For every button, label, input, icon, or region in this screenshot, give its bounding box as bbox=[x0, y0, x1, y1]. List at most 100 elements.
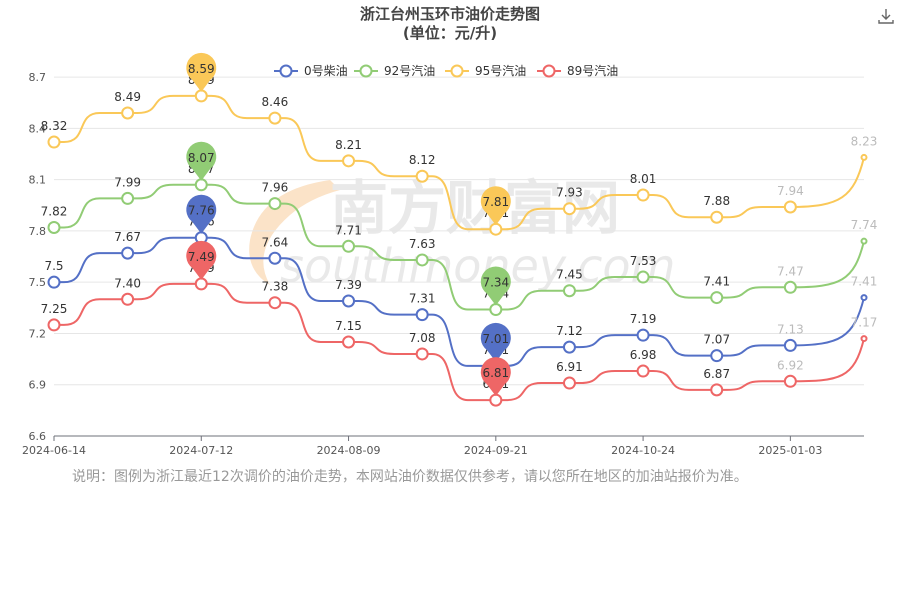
data-point[interactable] bbox=[783, 200, 797, 214]
data-label: 6.92 bbox=[777, 358, 804, 372]
data-point[interactable] bbox=[710, 291, 724, 305]
watermark: 南方财富网 southmoney.com bbox=[249, 174, 675, 293]
data-point[interactable] bbox=[47, 135, 61, 149]
y-tick-label: 6.9 bbox=[29, 379, 47, 392]
y-tick-label: 8.4 bbox=[29, 122, 47, 135]
legend-item-0[interactable]: 0号柴油 bbox=[274, 64, 348, 78]
data-point[interactable] bbox=[194, 178, 208, 192]
data-point[interactable] bbox=[415, 347, 429, 361]
x-tick-label: 2024-08-09 bbox=[317, 444, 381, 457]
data-label: 7.39 bbox=[335, 278, 362, 292]
data-label: 7.82 bbox=[41, 204, 68, 218]
legend-label: 89号汽油 bbox=[567, 63, 618, 78]
data-point[interactable] bbox=[860, 294, 868, 302]
pin-min-1: 7.34 bbox=[480, 266, 511, 306]
data-point[interactable] bbox=[342, 335, 356, 349]
data-point[interactable] bbox=[121, 191, 135, 205]
data-label: 7.40 bbox=[114, 276, 141, 290]
pin-max-3: 7.49 bbox=[186, 240, 217, 280]
data-point[interactable] bbox=[415, 308, 429, 322]
data-point[interactable] bbox=[121, 106, 135, 120]
data-point[interactable] bbox=[47, 275, 61, 289]
download-icon[interactable] bbox=[876, 6, 896, 26]
data-point[interactable] bbox=[47, 318, 61, 332]
data-point[interactable] bbox=[783, 280, 797, 294]
data-point[interactable] bbox=[636, 364, 650, 378]
legend[interactable]: 0号柴油 92号汽油 95号汽油 89号汽油 bbox=[274, 63, 618, 78]
data-label: 7.41 bbox=[851, 275, 878, 289]
x-tick-label: 2025-01-03 bbox=[758, 444, 822, 457]
data-label: 7.13 bbox=[777, 322, 804, 336]
data-point[interactable] bbox=[562, 202, 576, 216]
data-label: 7.88 bbox=[703, 194, 730, 208]
y-tick-label: 6.6 bbox=[29, 430, 47, 443]
data-point[interactable] bbox=[860, 237, 868, 245]
data-label: 7.47 bbox=[777, 264, 804, 278]
data-point[interactable] bbox=[121, 246, 135, 260]
extreme-pins: 7.76 7.01 8.07 7.34 8.59 7.81 7.49 6.81 bbox=[186, 52, 511, 397]
legend-label: 0号柴油 bbox=[304, 64, 348, 78]
data-point[interactable] bbox=[342, 239, 356, 253]
pin-label: 7.49 bbox=[188, 250, 215, 264]
data-point[interactable] bbox=[268, 296, 282, 310]
data-point[interactable] bbox=[489, 393, 503, 407]
data-labels: 7.5 7.67 7.76 7.64 7.39 7.31 7.01 7.12 7.19 7.07 7… bbox=[41, 73, 878, 391]
data-label: 7.93 bbox=[556, 186, 583, 200]
data-label: 8.12 bbox=[409, 153, 436, 167]
chart-title: 浙江台州玉环市油价走势图 bbox=[360, 5, 540, 23]
pin-min-3: 6.81 bbox=[480, 357, 511, 397]
data-label: 7.07 bbox=[703, 333, 730, 347]
legend-item-3[interactable]: 89号汽油 bbox=[537, 63, 618, 78]
data-label: 6.87 bbox=[703, 367, 730, 381]
data-point[interactable] bbox=[268, 197, 282, 211]
legend-item-1[interactable]: 92号汽油 bbox=[354, 63, 435, 78]
data-point[interactable] bbox=[562, 376, 576, 390]
data-point[interactable] bbox=[194, 277, 208, 291]
data-point[interactable] bbox=[636, 328, 650, 342]
data-point[interactable] bbox=[415, 253, 429, 267]
data-point[interactable] bbox=[194, 89, 208, 103]
data-point[interactable] bbox=[562, 284, 576, 298]
data-point[interactable] bbox=[121, 292, 135, 306]
data-label: 7.94 bbox=[777, 184, 804, 198]
y-tick-label: 8.7 bbox=[29, 71, 47, 84]
data-label: 7.31 bbox=[409, 292, 436, 306]
data-point[interactable] bbox=[860, 153, 868, 161]
data-point[interactable] bbox=[342, 154, 356, 168]
data-point[interactable] bbox=[562, 340, 576, 354]
data-point[interactable] bbox=[47, 220, 61, 234]
data-point[interactable] bbox=[710, 210, 724, 224]
data-point[interactable] bbox=[489, 303, 503, 317]
data-label: 7.96 bbox=[262, 181, 289, 195]
data-label: 8.49 bbox=[114, 90, 141, 104]
data-label: 7.17 bbox=[851, 316, 878, 330]
x-tick-label: 2024-09-21 bbox=[464, 444, 528, 457]
pin-label: 7.81 bbox=[482, 195, 509, 209]
pin-label: 7.76 bbox=[188, 204, 215, 218]
data-point[interactable] bbox=[710, 349, 724, 363]
data-point[interactable] bbox=[415, 169, 429, 183]
x-tick-label: 2024-06-14 bbox=[22, 444, 86, 457]
data-label: 8.46 bbox=[262, 95, 289, 109]
data-label: 7.19 bbox=[630, 312, 657, 326]
data-point[interactable] bbox=[783, 338, 797, 352]
data-point[interactable] bbox=[710, 383, 724, 397]
y-tick-label: 7.5 bbox=[29, 276, 47, 289]
data-point[interactable] bbox=[636, 188, 650, 202]
data-label: 7.38 bbox=[262, 280, 289, 294]
data-point[interactable] bbox=[783, 374, 797, 388]
pin-max-0: 7.76 bbox=[186, 194, 217, 234]
data-point[interactable] bbox=[489, 222, 503, 236]
y-tick-label: 7.2 bbox=[29, 327, 47, 340]
legend-item-2[interactable]: 95号汽油 bbox=[445, 63, 526, 78]
data-point[interactable] bbox=[342, 294, 356, 308]
data-point[interactable] bbox=[268, 251, 282, 265]
data-point[interactable] bbox=[636, 270, 650, 284]
y-tick-label: 7.8 bbox=[29, 225, 47, 238]
data-label: 8.01 bbox=[630, 172, 657, 186]
data-label: 7.41 bbox=[703, 275, 730, 289]
data-point[interactable] bbox=[860, 335, 868, 343]
pin-label: 8.07 bbox=[188, 151, 215, 165]
data-point[interactable] bbox=[268, 111, 282, 125]
